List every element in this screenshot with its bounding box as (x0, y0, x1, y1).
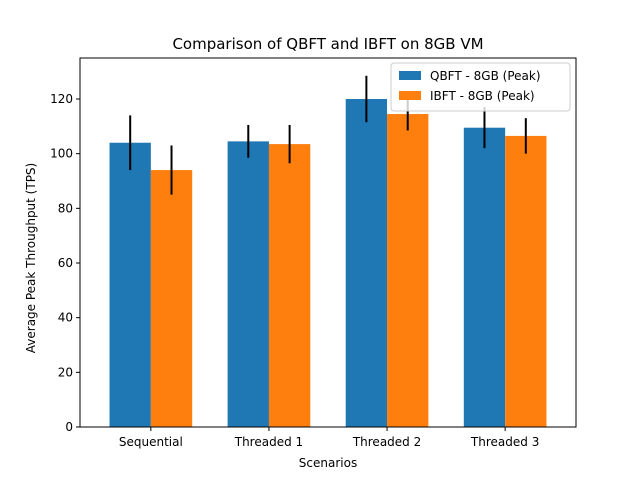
plot-area: 0 20 40 60 80 100 120 Sequential Threaded 1 Threa… (50, 57, 577, 449)
legend-box (390, 62, 571, 112)
bar-2-4 (505, 135, 547, 427)
legend: QBFT - 8GB (Peak) IBFT - 8GB (Peak) (390, 62, 571, 112)
legend-swatch-2 (399, 91, 421, 100)
x-tick-label-3: Threaded 3 (470, 435, 539, 449)
bar-1-4 (463, 127, 506, 427)
y-tick-label-5: 100 (50, 147, 73, 161)
y-tick-label-3: 60 (58, 256, 73, 270)
chart-title: Comparison of QBFT and IBFT on 8GB VM (172, 35, 483, 53)
y-tick-label-6: 120 (50, 92, 73, 106)
bar-1-2 (227, 141, 269, 427)
bar-1-1 (109, 142, 151, 427)
y-tick-label-2: 40 (58, 311, 73, 325)
bar-2-2 (268, 144, 311, 427)
x-tick-label-0: Sequential (119, 435, 183, 449)
x-tick-label-1: Threaded 1 (234, 435, 303, 449)
y-tick-label-1: 20 (58, 365, 73, 379)
legend-label-1: QBFT - 8GB (Peak) (430, 69, 541, 83)
x-tick-label-2: Threaded 2 (352, 435, 421, 449)
bar-2-3 (387, 114, 429, 428)
y-tick-label-0: 0 (65, 420, 73, 434)
plot-frame (79, 57, 577, 428)
legend-label-2: IBFT - 8GB (Peak) (430, 89, 535, 103)
y-tick-label-4: 80 (58, 201, 73, 215)
bar-2-1 (150, 170, 193, 428)
legend-swatch-1 (399, 71, 421, 80)
bar-1-3 (345, 99, 388, 427)
x-axis-label: Scenarios (299, 456, 357, 470)
y-axis-label: Average Peak Throughput (TPS) (24, 163, 38, 353)
